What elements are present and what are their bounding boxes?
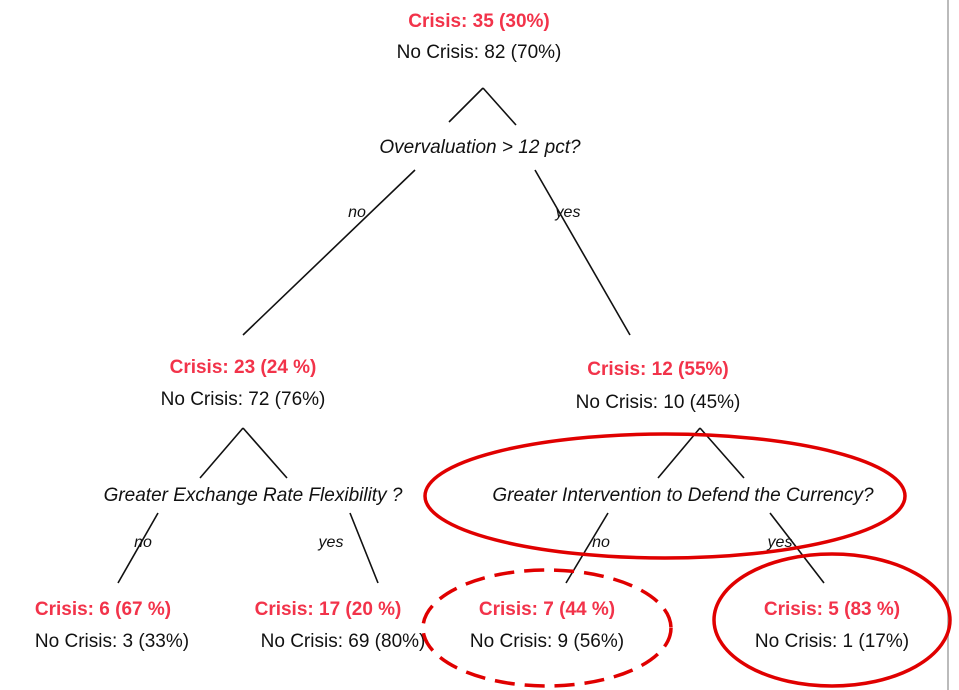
split-question: Greater Intervention to Defend the Curre…: [492, 485, 874, 506]
no-crisis-count: No Crisis: 1 (17%): [755, 631, 909, 652]
branch-label: yes: [555, 204, 581, 221]
highlight-ellipse: [712, 552, 952, 688]
no-crisis-count: No Crisis: 82 (70%): [397, 42, 562, 63]
no-crisis-count: No Crisis: 3 (33%): [35, 631, 189, 652]
crisis-count: Crisis: 23 (24 %): [170, 357, 317, 378]
crisis-count: Crisis: 5 (83 %): [764, 599, 900, 620]
split-question: Overvaluation > 12 pct?: [379, 137, 581, 158]
crisis-count: Crisis: 12 (55%): [587, 359, 729, 380]
no-crisis-count: No Crisis: 10 (45%): [576, 392, 741, 413]
branch-label: no: [134, 534, 152, 551]
crisis-count: Crisis: 6 (67 %): [35, 599, 171, 620]
highlight-ellipse: [423, 432, 907, 560]
branch-label: yes: [767, 534, 793, 551]
no-crisis-count: No Crisis: 9 (56%): [470, 631, 624, 652]
branch-label: no: [348, 204, 366, 221]
split-question: Greater Exchange Rate Flexibility ?: [104, 485, 403, 506]
highlight-ellipse-dashed: [421, 568, 673, 688]
branch-label: yes: [318, 534, 344, 551]
branch-label: no: [592, 534, 610, 551]
crisis-count: Crisis: 7 (44 %): [479, 599, 615, 620]
crisis-count: Crisis: 17 (20 %): [255, 599, 402, 620]
no-crisis-count: No Crisis: 69 (80%): [261, 631, 426, 652]
no-crisis-count: No Crisis: 72 (76%): [161, 389, 326, 410]
crisis-count: Crisis: 35 (30%): [408, 11, 550, 32]
